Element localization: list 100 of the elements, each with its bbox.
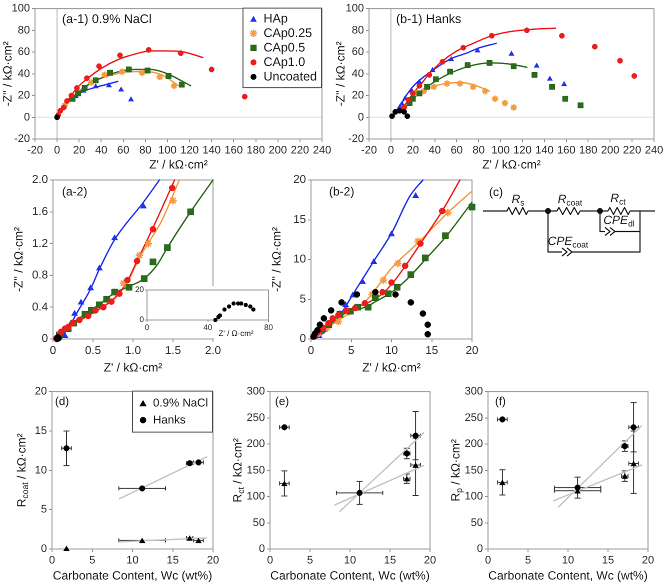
y-tick-label: 15 [293,214,306,226]
y-tick-label: 5 [300,293,306,306]
x-tick-label: 200 [600,144,620,157]
x-tick-label: 5 [89,554,96,567]
x-tick-label: 0 [266,554,274,567]
x-tick-label: 20 [642,554,654,567]
x-axis-title: Carbonate Content, Wc (wt%) [52,568,212,582]
chart-title: (b-1) Hanks [396,12,462,26]
chart-title: (d) [55,396,70,408]
legend-label: Hanks [153,414,186,426]
x-tick-label: 20 [206,554,220,567]
y-tick-label: 0.4 [32,301,49,314]
y-tick-label: 20 [293,174,306,186]
x-tick-label: 120 [513,144,532,157]
x-tick-label: 140 [535,144,554,157]
y-tick-label: 50 [470,516,483,529]
chart-title: (a-2) [62,184,88,198]
x-tick-label: 5 [524,554,532,567]
y-tick-label: -20 [348,133,364,146]
x-tick-label: 15 [166,554,179,567]
x-tick-label: 140 [202,144,221,157]
y-tick-label: 20 [18,90,30,102]
y-tick-label: 250 [246,412,265,424]
text: CPE$_{dl}$ [603,213,635,229]
y-axis-title: -Z'' / kΩ·cm² [333,41,348,106]
y-tick-label: 100 [12,2,30,15]
y-tick-label: 100 [246,490,265,503]
y-tick-label: 10 [34,464,47,476]
y-tick-label: 40 [18,68,30,80]
x-tick-label: 160 [224,144,243,157]
x-tick-label: -20 [361,144,377,157]
text: R$_{coat}$ [558,192,582,208]
text: R$_{s}$ [512,192,524,208]
y-tick-label: 0 [40,543,47,556]
x-tick-label: 220 [290,144,310,157]
text: R$_{ct}$ [610,191,626,207]
y-tick-label: 300 [464,386,483,398]
x-tick-label: 20 [406,144,419,157]
y-axis-title: Rct / kΩ·cm² [230,438,246,502]
legend-label: Uncoated [263,69,318,84]
legend-label: HAp [263,11,288,26]
x-tick-label: 60 [450,144,463,157]
x-tick-label: 20 [73,144,86,157]
y-tick-label: 40 [352,68,364,80]
y-tick-label: 100 [346,2,364,15]
y-tick-label: 10 [293,254,306,266]
chart-title: (e) [275,396,290,408]
y-tick-label: 200 [246,438,265,450]
y-tick-label: 0 [24,111,30,124]
x-axis-title: Carbonate Content, Wc (wt%) [270,568,430,582]
y-tick-label: 200 [464,438,483,450]
y-tick-label: 1.2 [32,238,48,250]
y-tick-label: 80 [352,24,364,36]
x-tick-label: 2.0 [205,345,221,358]
x-tick-label: 160 [557,144,576,157]
legend-label: CAp1.0 [263,54,306,69]
x-tick-label: 0 [388,144,394,157]
x-tick-label: 100 [491,144,510,157]
x-tick-label: 0 [484,554,492,567]
x-tick-label: 100 [158,144,177,157]
x-tick-label: 0 [308,345,314,358]
legend-label: CAp0.25 [263,26,312,40]
x-tick-label: 40 [95,144,108,157]
x-axis-title: Z' / kΩ·cm² [362,360,421,374]
y-tick-label: -20 [14,133,30,146]
y-tick-label: 150 [464,464,483,476]
y-tick-label: 0.8 [32,270,48,282]
y-axis-title: Rp / kΩ·cm² [448,439,464,502]
text: CPE$_{coat}$ [548,234,588,250]
x-tick-label: 180 [579,144,598,157]
y-tick-label: 50 [252,516,265,529]
y-tick-label: 0 [258,543,265,556]
y-tick-label: 80 [18,24,30,36]
x-tick-label: 120 [180,144,199,157]
y-tick-label: 100 [464,490,483,503]
y-axis-title: -Z'' / kΩ·cm² [0,41,14,106]
y-tick-label: 5 [40,504,47,516]
x-tick-label: 0.5 [85,345,101,358]
x-tick-label: 240 [312,144,332,157]
x-tick-label: 220 [622,144,642,157]
chart-title: (a-1) 0.9% NaCl [62,12,152,26]
chart-title: (f) [495,396,506,408]
x-axis-title: Z' / kΩ·cm² [149,157,208,172]
x-tick-label: 0 [54,144,60,157]
x-tick-label: 15 [602,554,614,567]
x-tick-label: 0 [50,345,56,358]
y-tick-label: 0 [42,333,48,346]
y-tick-label: 60 [352,46,364,58]
y-tick-label: 0 [300,333,306,346]
y-tick-label: 60 [18,46,30,58]
x-tick-label: 180 [246,144,265,157]
x-tick-label: 20 [424,554,436,567]
x-tick-label: 240 [644,144,664,157]
x-tick-label: 80 [264,323,274,332]
x-axis-title: Carbonate Content, Wc (wt%) [488,568,648,582]
y-tick-label: 15 [34,424,47,437]
x-axis-title: Z' / Ω·cm² [218,329,254,338]
x-tick-label: 15 [384,554,396,567]
y-tick-label: 250 [464,412,483,424]
legend-label: 0.9% NaCl [153,397,208,410]
